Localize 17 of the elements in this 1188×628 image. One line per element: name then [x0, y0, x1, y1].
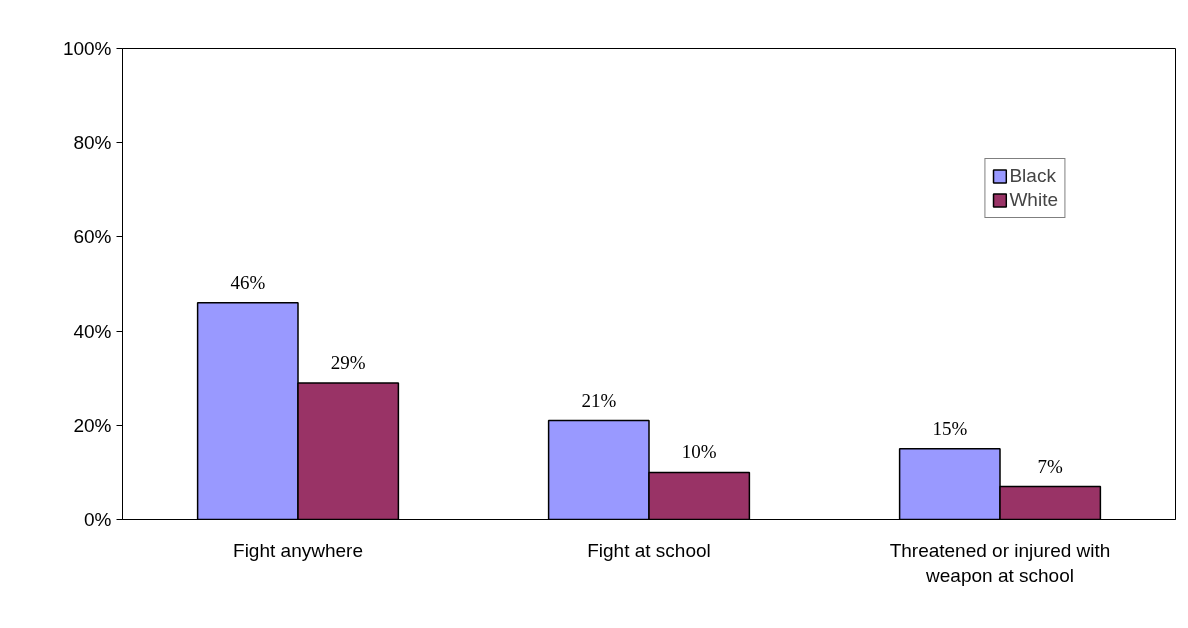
- y-tick-label: 0%: [84, 509, 112, 530]
- data-label: 10%: [681, 441, 717, 463]
- x-tick-label: Threatened or injured with weapon at school: [889, 539, 1111, 586]
- y-tick-label: 60%: [73, 226, 112, 248]
- x-tick-label: Fight anywhere: [233, 539, 363, 561]
- y-tick-label: 80%: [73, 132, 112, 154]
- legend-label: White: [1009, 189, 1058, 211]
- data-label: 7%: [1037, 455, 1064, 477]
- data-label: 46%: [230, 271, 266, 293]
- data-label: 15%: [932, 417, 968, 439]
- y-tick-label: 20%: [73, 414, 112, 436]
- y-tick-label: 40%: [73, 320, 112, 342]
- data-label: 29%: [330, 351, 366, 373]
- data-label: 21%: [581, 389, 617, 411]
- y-tick-label: 100%: [62, 38, 112, 59]
- x-tick-label: Fight at school: [587, 539, 711, 561]
- legend-label: Black: [1009, 165, 1056, 187]
